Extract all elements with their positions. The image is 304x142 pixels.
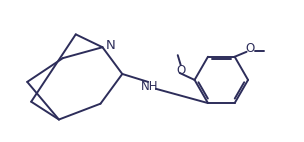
Text: NH: NH [141,80,159,93]
Text: O: O [176,63,185,77]
Text: N: N [105,39,115,52]
Text: O: O [245,42,254,55]
